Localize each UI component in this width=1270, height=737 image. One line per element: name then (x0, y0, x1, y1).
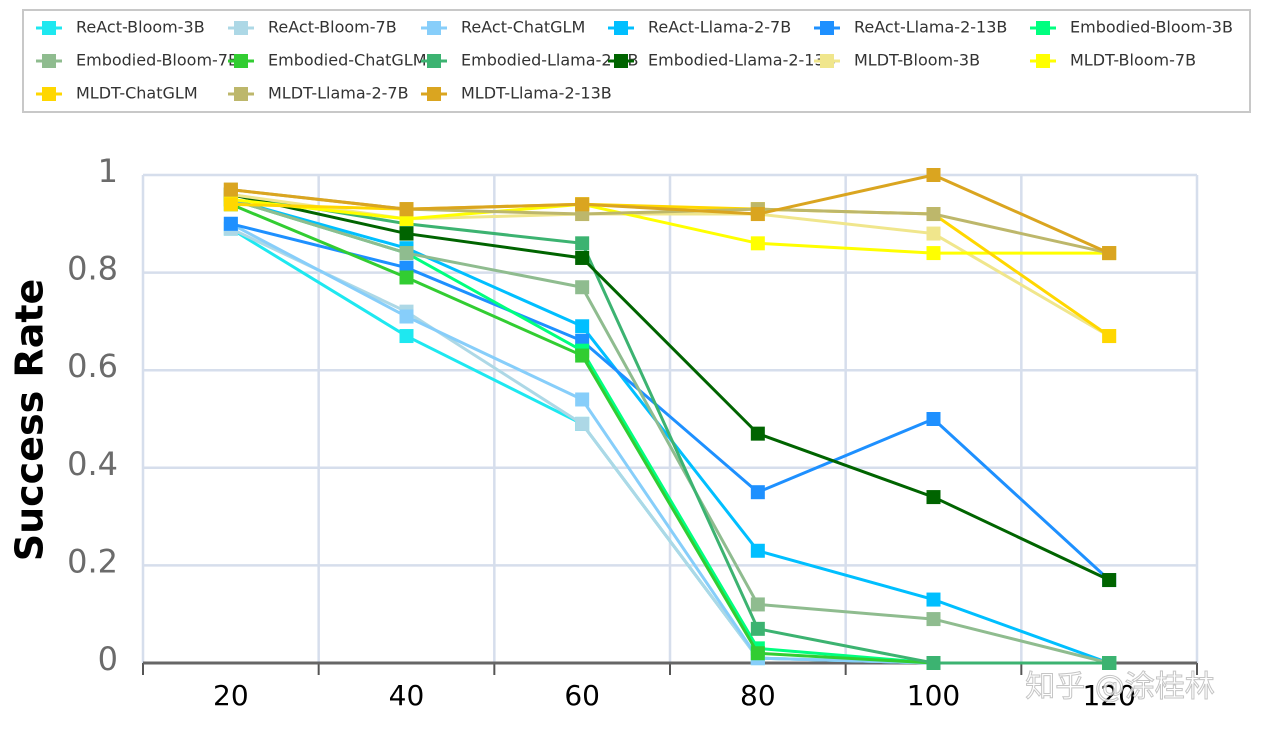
point-marker (926, 226, 941, 241)
point-marker (1102, 329, 1117, 344)
point-marker (575, 250, 590, 265)
point-marker (926, 612, 941, 627)
point-marker (926, 207, 941, 222)
y-tick-label: 0.8 (67, 250, 118, 288)
legend-marker (614, 21, 628, 35)
point-marker (399, 226, 414, 241)
legend-label: ReAct-Bloom-7B (268, 18, 397, 37)
series-line (230, 197, 1110, 255)
x-tick-label: 100 (907, 679, 960, 712)
point-marker (399, 202, 414, 217)
series-line (230, 222, 1111, 582)
point-marker (750, 621, 765, 636)
point-marker (575, 280, 590, 295)
legend-label: MLDT-Llama-2-7B (268, 84, 409, 103)
point-marker (926, 246, 941, 261)
x-tick-label: 120 (1082, 679, 1135, 712)
point-marker (750, 485, 765, 500)
legend-label: Embodied-Llama-2-13B (648, 51, 836, 70)
point-marker (926, 592, 941, 607)
point-marker (399, 329, 414, 344)
point-marker (1102, 573, 1117, 588)
legend-marker (234, 21, 248, 35)
y-axis-label: Success Rate (8, 279, 52, 562)
point-marker (926, 490, 941, 505)
series-line (230, 193, 1110, 665)
x-tick-label: 80 (740, 679, 776, 712)
legend-marker (42, 87, 56, 101)
legend-label: Embodied-ChatGLM (268, 51, 427, 70)
point-marker (399, 270, 414, 285)
legend-label: Embodied-Bloom-3B (1070, 18, 1233, 37)
legend-marker (427, 21, 441, 35)
legend-marker (614, 54, 628, 68)
point-marker (750, 207, 765, 222)
point-marker (575, 416, 590, 431)
legend-marker (234, 87, 248, 101)
legend-marker (427, 87, 441, 101)
legend-marker (42, 54, 56, 68)
point-marker (1102, 656, 1117, 670)
x-tick-label: 40 (389, 679, 425, 712)
legend-marker (1036, 21, 1050, 35)
point-marker (1102, 246, 1117, 261)
point-marker (926, 656, 941, 670)
legend-marker (1036, 54, 1050, 68)
point-marker (223, 197, 238, 212)
series-line (230, 193, 1110, 582)
legend-label: Embodied-Llama-2-7B (461, 51, 638, 70)
point-marker (750, 646, 765, 661)
legend-marker (234, 54, 248, 68)
legend-marker (820, 54, 834, 68)
point-marker (223, 216, 238, 231)
y-tick-label: 0.2 (67, 542, 118, 580)
y-tick-label: 0.4 (67, 445, 118, 483)
watermark: 知乎 @涂桂林 (1025, 670, 1215, 705)
legend-label: Embodied-Bloom-7B (76, 51, 239, 70)
point-marker (926, 412, 941, 426)
y-tick-label: 1 (98, 152, 118, 190)
point-marker (575, 236, 590, 251)
point-marker (926, 168, 941, 182)
series-line (230, 197, 1110, 665)
point-marker (575, 319, 590, 334)
legend-label: MLDT-Llama-2-13B (461, 84, 612, 103)
point-marker (223, 182, 238, 197)
legend-marker (820, 21, 834, 35)
point-marker (575, 348, 590, 363)
legend-label: MLDT-Bloom-7B (1070, 51, 1196, 70)
x-tick-label: 60 (564, 679, 600, 712)
legend-label: MLDT-ChatGLM (76, 84, 198, 103)
series-line (230, 173, 1110, 255)
legend-marker (42, 21, 56, 35)
legend-label: ReAct-Llama-2-7B (648, 18, 791, 37)
legend-marker (427, 54, 441, 68)
point-marker (399, 246, 414, 261)
point-marker (750, 426, 765, 441)
point-marker (575, 392, 590, 407)
legend-label: ReAct-ChatGLM (461, 18, 585, 37)
legend-label: ReAct-Llama-2-13B (854, 18, 1007, 37)
series-line (230, 202, 1111, 338)
point-marker (750, 543, 765, 558)
y-tick-label: 0.6 (67, 347, 118, 385)
point-marker (399, 309, 414, 324)
point-marker (575, 197, 590, 212)
legend-label: MLDT-Bloom-3B (854, 51, 980, 70)
x-tick-label: 20 (213, 679, 249, 712)
point-marker (750, 236, 765, 251)
y-tick-label: 0 (98, 640, 118, 678)
legend-label: ReAct-Bloom-3B (76, 18, 205, 37)
point-marker (750, 597, 765, 612)
